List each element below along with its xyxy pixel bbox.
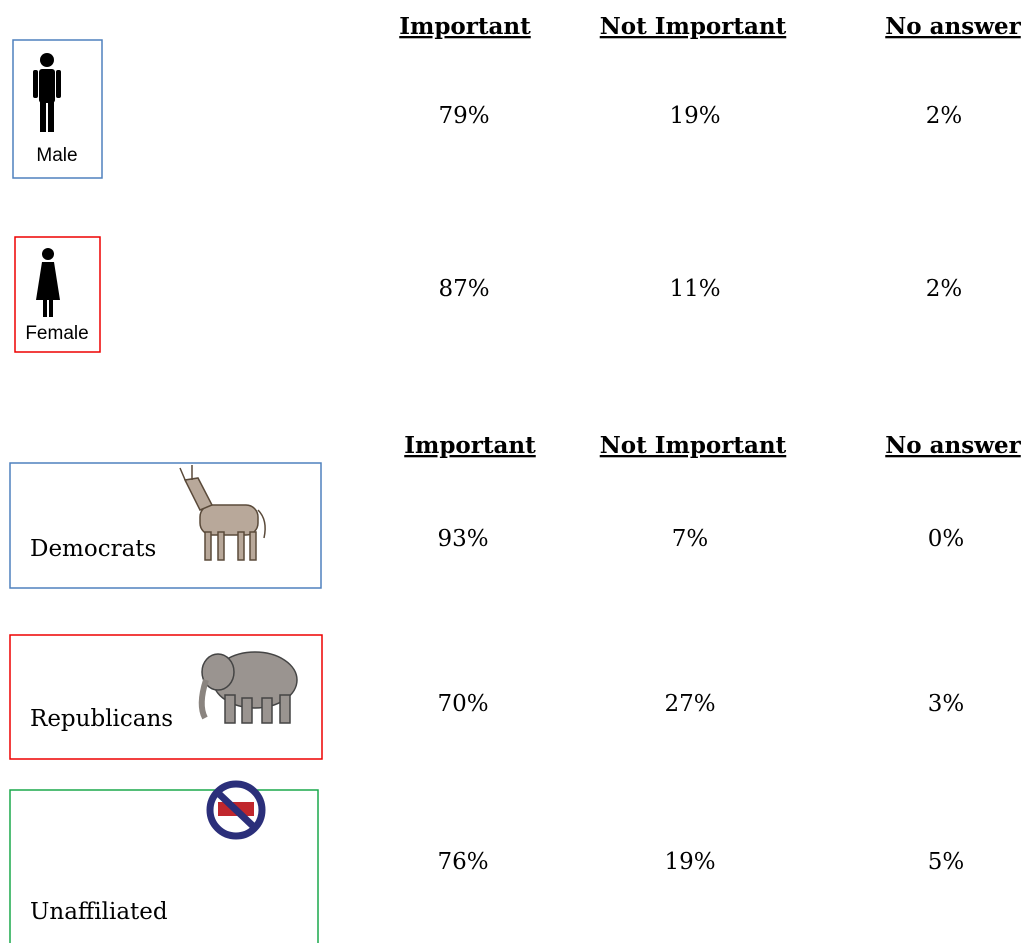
- female-label: Female: [25, 323, 88, 344]
- unaffiliated-label: Unaffiliated: [30, 899, 168, 925]
- column-header: No answer: [885, 13, 1021, 40]
- unaffiliated-box: [9, 789, 319, 943]
- cell-value: 0%: [928, 526, 965, 552]
- democrats-label: Democrats: [30, 536, 156, 562]
- no-party-icon: [206, 780, 266, 840]
- cell-value: 27%: [664, 691, 715, 717]
- male-icon: [33, 53, 61, 132]
- republicans-box: [9, 634, 323, 760]
- cell-value: 76%: [437, 849, 488, 875]
- cell-value: 2%: [926, 103, 963, 129]
- cell-value: 79%: [438, 103, 489, 129]
- cell-value: 93%: [437, 526, 488, 552]
- cell-value: 3%: [928, 691, 965, 717]
- cell-value: 19%: [669, 103, 720, 129]
- cell-value: 11%: [669, 276, 720, 302]
- male-label: Male: [36, 145, 77, 166]
- cell-value: 5%: [928, 849, 965, 875]
- cell-value: 70%: [437, 691, 488, 717]
- column-header: No answer: [885, 432, 1021, 459]
- cell-value: 2%: [926, 276, 963, 302]
- column-header: Important: [399, 13, 531, 40]
- democrats-box: [9, 462, 322, 589]
- column-header: Not Important: [600, 13, 787, 40]
- cell-value: 7%: [672, 526, 709, 552]
- republicans-label: Republicans: [30, 706, 173, 732]
- elephant-icon: [198, 651, 298, 724]
- donkey-icon: [179, 465, 266, 561]
- cell-value: 19%: [664, 849, 715, 875]
- female-icon: [36, 248, 60, 317]
- male-box: [12, 39, 103, 179]
- column-header: Important: [404, 432, 536, 459]
- female-box: [14, 236, 101, 353]
- cell-value: 87%: [438, 276, 489, 302]
- column-header: Not Important: [600, 432, 787, 459]
